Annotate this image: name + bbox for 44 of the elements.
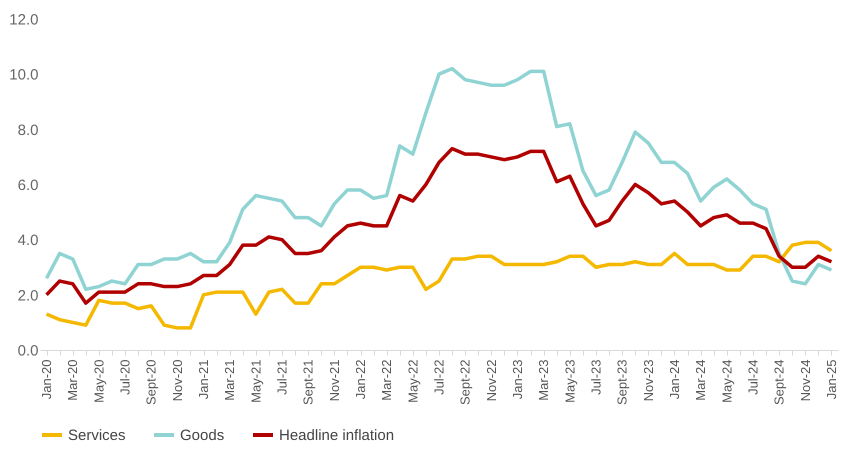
x-tick-label: Mar-21 xyxy=(222,360,238,401)
x-tick-label: Sept-23 xyxy=(614,360,630,406)
x-tick-label: Jan-21 xyxy=(196,360,212,400)
line-series xyxy=(44,240,834,330)
x-tick-label: Jan-25 xyxy=(824,360,839,400)
legend-label: Goods xyxy=(180,427,224,444)
x-tick-label: May-22 xyxy=(405,360,420,403)
x-tick-label: Jan-20 xyxy=(39,360,54,400)
y-tick-label: 4.0 xyxy=(18,232,38,250)
y-tick-label: 2.0 xyxy=(18,287,38,304)
x-tick-label: Mar-20 xyxy=(65,360,80,401)
x-tick-label: Sept-22 xyxy=(458,360,473,406)
x-tick-label: May-20 xyxy=(91,360,106,403)
legend-label: Headline inflation xyxy=(279,427,394,444)
x-tick-label: Sept-20 xyxy=(144,360,159,406)
x-tick-label: Jul-20 xyxy=(118,360,133,395)
x-tick-label: Nov-24 xyxy=(798,360,813,402)
line-series xyxy=(44,146,834,305)
x-tick-label: May-24 xyxy=(719,360,734,403)
legend-label: Services xyxy=(68,427,126,444)
x-tick-label: Mar-23 xyxy=(536,360,552,401)
x-tick-label: Jul-22 xyxy=(432,360,446,395)
y-tick-label: 6.0 xyxy=(18,177,38,194)
x-tick-label: Jan-23 xyxy=(510,360,525,400)
x-tick-label: Mar-24 xyxy=(693,360,708,401)
x-tick-label: Sept-21 xyxy=(300,360,316,406)
x-tick-label: May-23 xyxy=(562,360,578,403)
x-tick-label: Jan-24 xyxy=(666,360,682,400)
x-tick-label: May-21 xyxy=(248,360,264,403)
x-tick-label: Nov-20 xyxy=(170,360,185,402)
y-tick-label: 8.0 xyxy=(18,122,38,139)
x-tick-label: Jul-23 xyxy=(588,360,604,395)
x-tick-label: Mar-22 xyxy=(379,360,394,401)
y-tick-label: 12.0 xyxy=(9,12,38,28)
x-tick-label: Nov-21 xyxy=(326,360,342,402)
x-tick-label: Sept-24 xyxy=(772,360,787,406)
line-series xyxy=(44,66,834,292)
x-tick-label: Jan-22 xyxy=(353,360,368,400)
x-tick-label: Nov-22 xyxy=(484,360,499,402)
x-tick-label: Nov-23 xyxy=(640,360,656,402)
x-tick-label: Jul-24 xyxy=(745,360,760,395)
y-tick-label: 10.0 xyxy=(9,66,38,84)
x-tick-label: Jul-21 xyxy=(274,360,290,395)
y-tick-label: 0.0 xyxy=(18,342,38,360)
